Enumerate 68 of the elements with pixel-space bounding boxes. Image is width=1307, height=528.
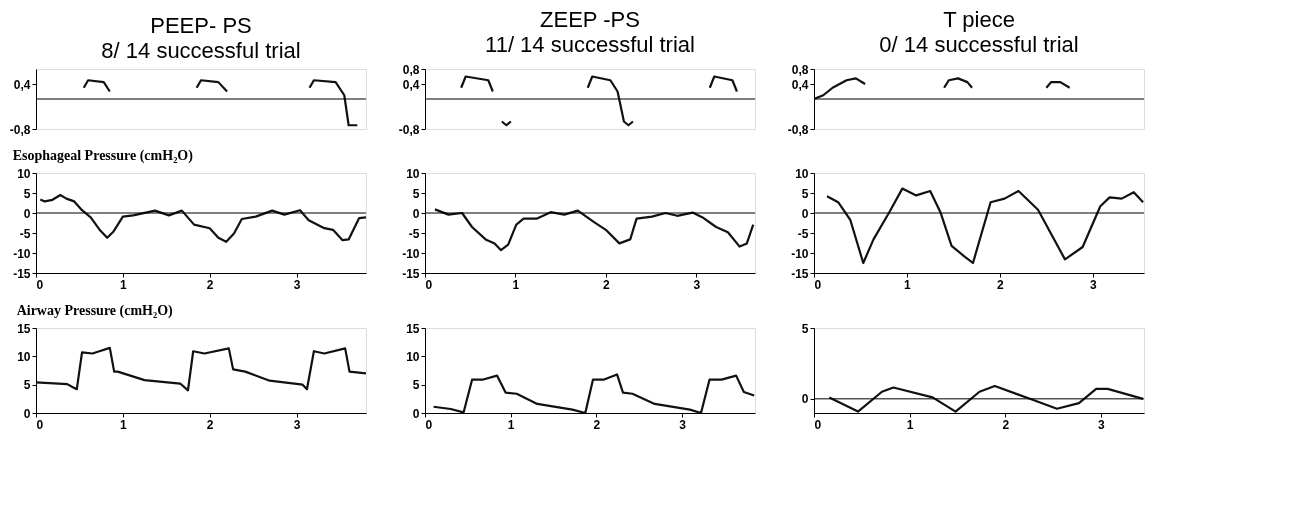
x-tick-label: 2 xyxy=(593,417,601,432)
x-tick-label: 0 xyxy=(425,277,433,292)
y-tick-label: 15 xyxy=(17,321,31,336)
x-tick-label: 2 xyxy=(997,277,1005,292)
y-tick-label: 0 xyxy=(23,206,31,221)
y-tick-label: 0 xyxy=(23,406,31,421)
y-tick-label: 0 xyxy=(801,206,809,221)
y-tick-label: 10 xyxy=(406,166,420,181)
x-tick-label: 0 xyxy=(36,277,44,292)
x-tick-label: 3 xyxy=(293,417,301,432)
y-tick-label: 10 xyxy=(406,349,420,364)
x-tick-label: 0 xyxy=(425,417,433,432)
y-tick-label: 5 xyxy=(23,186,31,201)
y-tick-label: -0,8 xyxy=(398,122,420,137)
y-tick-label: 10 xyxy=(17,349,31,364)
x-tick-label: 0 xyxy=(814,277,822,292)
y-tick-label: 5 xyxy=(23,378,31,393)
x-tick-label: 0 xyxy=(36,417,44,432)
x-tick-label: 1 xyxy=(906,417,914,432)
x-tick-label: 1 xyxy=(120,417,127,432)
x-tick-label: 1 xyxy=(904,277,912,292)
y-tick-label: -5 xyxy=(797,226,809,241)
y-tick-label: 0,8 xyxy=(791,62,809,77)
x-tick-label: 3 xyxy=(1090,277,1098,292)
y-tick-label: 5 xyxy=(412,186,420,201)
y-tick-label: 0 xyxy=(412,406,420,421)
x-tick-label: 2 xyxy=(602,277,610,292)
chart-title: T piece xyxy=(943,7,1015,32)
y-tick-label: 0,4 xyxy=(13,77,31,92)
x-tick-label: 1 xyxy=(507,417,515,432)
y-tick-label: 10 xyxy=(795,166,809,181)
y-tick-label: -5 xyxy=(19,226,31,241)
y-tick-label: 0,4 xyxy=(402,77,420,92)
chart-title: PEEP- PS xyxy=(150,13,252,38)
y-tick-label: -15 xyxy=(402,266,420,281)
x-tick-label: 3 xyxy=(1098,417,1106,432)
y-tick-label: 0,4 xyxy=(791,77,809,92)
x-tick-label: 2 xyxy=(1002,417,1010,432)
y-tick-label: -15 xyxy=(13,266,31,281)
chart-subtitle: 8/ 14 successful trial xyxy=(101,38,301,63)
x-tick-label: 0 xyxy=(814,417,822,432)
y-tick-label: 5 xyxy=(801,186,809,201)
x-tick-label: 2 xyxy=(206,277,214,292)
x-tick-label: 3 xyxy=(679,417,687,432)
x-tick-label: 1 xyxy=(512,277,520,292)
chart-title: Esophageal Pressure (cmH₂O) xyxy=(12,148,194,164)
chart-subtitle: 0/ 14 successful trial xyxy=(879,32,1079,57)
chart-title: Airway Pressure (cmH₂O) xyxy=(16,303,174,319)
y-tick-label: -0,8 xyxy=(9,122,31,137)
y-tick-label: -10 xyxy=(13,246,31,261)
y-tick-label: -0,8 xyxy=(787,122,809,137)
x-tick-label: 2 xyxy=(206,417,214,432)
y-tick-label: -10 xyxy=(791,246,809,261)
chart-subtitle: 11/ 14 successful trial xyxy=(485,32,695,57)
y-tick-label: 5 xyxy=(801,321,809,336)
y-tick-label: -5 xyxy=(408,226,420,241)
y-tick-label: 0,8 xyxy=(402,62,420,77)
y-tick-label: 0 xyxy=(412,206,420,221)
y-tick-label: 0 xyxy=(801,392,809,407)
chart-title: ZEEP -PS xyxy=(540,7,640,32)
x-tick-label: 1 xyxy=(120,277,127,292)
y-tick-label: -15 xyxy=(791,266,809,281)
y-tick-label: 10 xyxy=(17,166,31,181)
y-tick-label: -10 xyxy=(402,246,420,261)
y-tick-label: 15 xyxy=(406,321,420,336)
y-tick-label: 5 xyxy=(412,378,420,393)
x-tick-label: 3 xyxy=(693,277,701,292)
x-tick-label: 3 xyxy=(293,277,301,292)
